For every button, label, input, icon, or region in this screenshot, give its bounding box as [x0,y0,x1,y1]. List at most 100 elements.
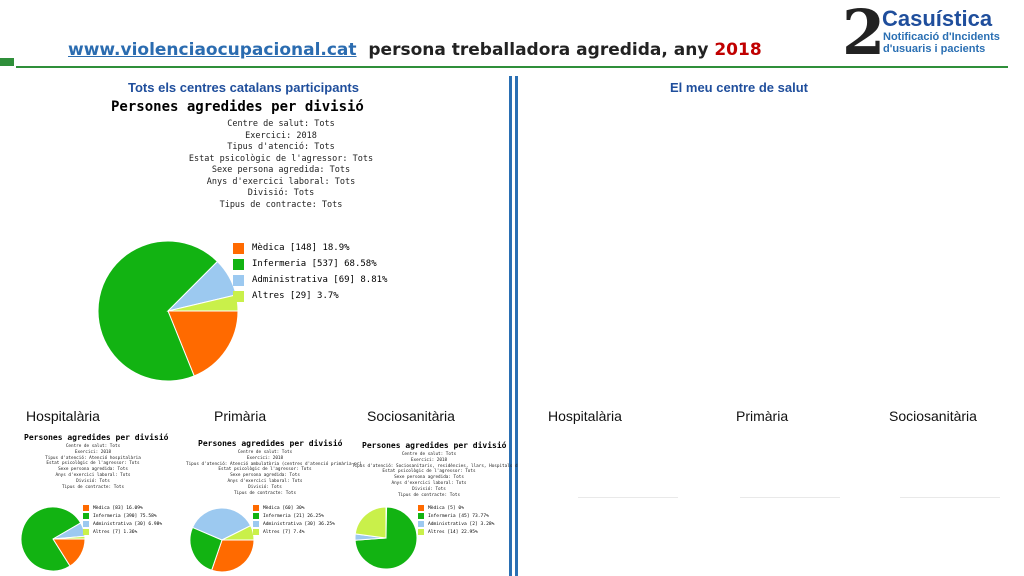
legend-label: Administrativa [30] 6.98% [93,521,163,527]
legend-label: Administrativa [2] 3.28% [428,521,495,527]
sub-chart-filters: Centre de salut: Tots Exercici: 2018 Tip… [352,452,518,498]
pie-slice-infermeria [20,506,82,572]
legend-item: Altres [7] 1.36% [83,528,162,536]
pie-slice-altres [354,506,387,539]
pie-slice-altres [52,535,86,540]
sub-chart-filter: Sexe persona agredida: Tots [394,475,464,481]
legend-item: Mèdica [148] 18.9% [233,240,387,256]
sub-chart-title: Persones agredides per divisió [24,433,169,442]
left-label-primaria: Primària [214,408,267,424]
header-accent-bar [0,58,14,66]
sub-chart-filter: Centre de salut: Tots [237,450,293,455]
legend-item: Mèdica [83] 16.09% [83,504,162,512]
sub-chart-filter: Tipus de contracte: Tots [61,484,125,490]
header-divider [16,66,1008,68]
legend-label: Mèdica [60] 30% [263,505,305,511]
legend-item: Administrativa [30] 6.98% [83,520,162,528]
legend-label: Infermeria [537] 68.58% [252,259,377,269]
sub-chart-filter: Centre de salut: Tots [401,452,457,457]
sub-chart-filter: Tipus de contracte: Tots [233,490,297,496]
sub-chart-filter: Divisió: Tots [76,478,110,484]
legend-swatch [253,529,259,535]
main-chart-filter: Exercici: 2018 [245,130,317,141]
sub-chart-filter: Exercici: 2018 [74,449,112,455]
page-title: www.violenciaocupacional.cat persona tre… [68,40,762,60]
sub-chart-panel-sociosanitaria: Persones agredides per divisió Centre de… [352,438,518,576]
main-chart-filter: Tipus de contracte: Tots [219,199,343,210]
legend-swatch [418,521,424,527]
main-chart-filter: Anys d'exercici laboral: Tots [206,176,356,187]
right-placeholder-line [578,497,678,498]
sub-chart-filter: Estat psicològic de l'agressor: Tots [382,469,476,475]
sub-chart-filter: Divisió: Tots [248,484,282,490]
right-label-sociosanitaria: Sociosanitària [889,408,977,424]
sub-chart-filter: Tipus de contracte: Tots [397,492,461,498]
sub-chart-filter: Tipus d'atenció: Atenció hospitalària [45,455,141,461]
right-section-title: El meu centre de salut [670,80,808,95]
legend-label: Infermeria [21] 26.25% [263,513,324,519]
legend-swatch [83,513,89,519]
legend-item: Mèdica [5] 0% [418,504,494,512]
sub-chart-filter: Centre de salut: Tots [65,444,121,449]
legend-swatch [233,290,244,302]
logo-number: 2 [842,0,886,69]
legend-label: Infermeria [390] 75.58% [93,513,157,519]
legend-label: Altres [14] 22.95% [428,529,478,535]
legend-item: Administrativa [2] 3.28% [418,520,494,528]
legend-item: Mèdica [60] 30% [253,504,335,512]
sub-chart-panel-hospitalaria: Persones agredides per divisió Centre de… [18,430,178,576]
legend-label: Altres [7] 1.36% [93,529,138,535]
legend-item: Administrativa [69] 8.81% [233,272,387,288]
sub-chart-legend: Mèdica [5] 0% Infermeria [45] 73.77% Admin… [418,504,494,536]
sub-chart-title: Persones agredides per divisió [362,441,507,450]
legend-item: Altres [14] 22.95% [418,528,494,536]
legend-swatch [418,529,424,535]
main-chart-filter: Centre de salut: Tots [227,119,335,129]
legend-swatch [418,513,424,519]
pie-slice-administrativa [191,507,252,541]
main-chart-legend: Mèdica [148] 18.9% Infermeria [537] 68.58… [233,240,387,304]
legend-item: Altres [7] 7.4% [253,528,335,536]
sub-pie-chart-sociosanitaria [354,506,418,570]
legend-label: Infermeria [45] 73.77% [428,513,489,519]
main-chart-filters: Centre de salut: Tots Exercici: 2018 Tip… [96,119,466,211]
sub-chart-filter: Divisió: Tots [412,486,446,492]
pie-slice-infermeria [97,240,219,382]
legend-label: Mèdica [5] 0% [428,505,464,511]
sub-chart-filter: Estat psicològic de l'agressor: Tots [218,467,312,473]
main-chart-filter: Sexe persona agredida: Tots [211,165,351,175]
main-chart-title: Persones agredides per divisió [111,99,364,115]
sub-chart-filter: Anys d'exercici laboral: Tots [227,478,303,484]
sub-chart-filter: Anys d'exercici laboral: Tots [391,480,467,486]
sub-chart-legend: Mèdica [60] 30% Infermeria [21] 26.25% Adm… [253,504,335,536]
left-label-sociosanitaria: Sociosanitària [367,408,455,424]
right-placeholder-line [740,497,840,498]
legend-swatch [233,258,244,270]
sub-chart-panel-primaria: Persones agredides per divisió Centre de… [186,436,362,576]
legend-item: Administrativa [30] 36.25% [253,520,335,528]
sub-chart-filter: Anys d'exercici laboral: Tots [55,472,131,478]
sub-chart-filter: Tipus d'atenció: Sociosanitaris, residèn… [352,463,518,469]
pie-slice-mèdica [167,310,239,377]
legend-item: Altres [29] 3.7% [233,288,387,304]
pie-slice-infermeria [189,526,223,571]
website-link[interactable]: www.violenciaocupacional.cat [68,40,357,60]
right-placeholder-line [900,497,1000,498]
section-separator-left [509,76,512,576]
sub-chart-filter: Estat psicològic de l'agressor: Tots [46,461,140,467]
legend-label: Mèdica [148] 18.9% [252,243,350,253]
legend-item: Infermeria [45] 73.77% [418,512,494,520]
pie-slice-mèdica [211,539,255,573]
legend-label: Altres [7] 7.4% [263,529,305,535]
main-chart-filter: Estat psicològic de l'agressor: Tots [188,153,374,164]
sub-pie-chart-primaria [189,507,255,573]
main-chart-filter: Divisió: Tots [247,188,315,198]
legend-swatch [83,505,89,511]
right-label-primaria: Primària [736,408,789,424]
legend-label: Administrativa [30] 36.25% [263,521,335,527]
legend-item: Infermeria [21] 26.25% [253,512,335,520]
sub-chart-filters: Centre de salut: Tots Exercici: 2018 Tip… [18,444,168,490]
legend-swatch [253,513,259,519]
legend-label: Administrativa [69] 8.81% [252,275,388,285]
legend-swatch [233,242,244,254]
